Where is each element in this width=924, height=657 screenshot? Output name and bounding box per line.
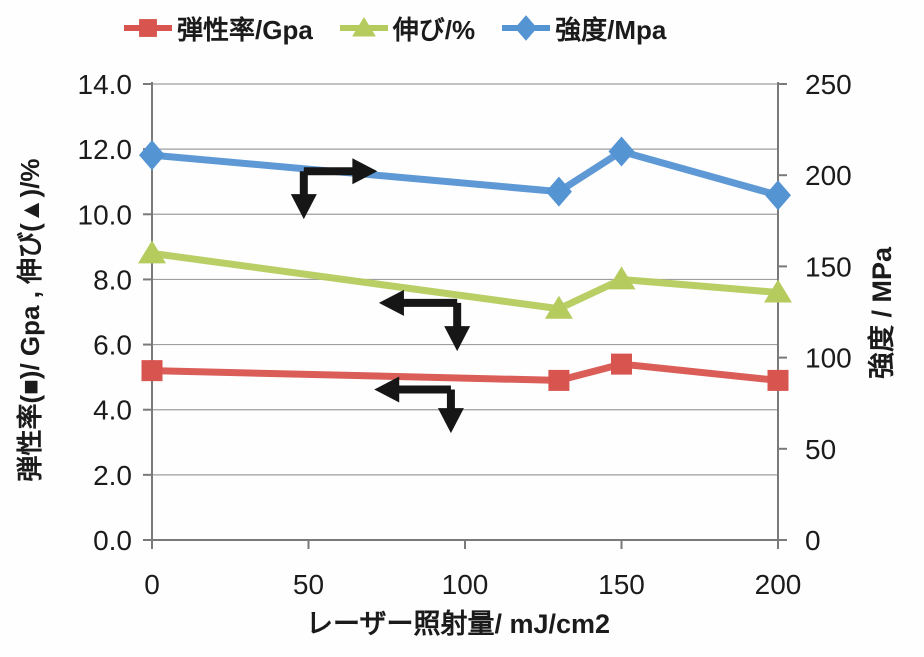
- legend-label-strength: 強度/Mpa: [555, 14, 667, 45]
- x-axis-tick-label: 150: [598, 569, 645, 600]
- chart-legend: 弾性率/Gpa 伸び/% 強度/Mpa: [123, 8, 666, 48]
- legend-item-strength: 強度/Mpa: [501, 10, 666, 47]
- legend-marker-square-icon: [124, 19, 172, 37]
- series-elongation: [138, 240, 792, 319]
- arrowhead: [374, 376, 400, 403]
- legend-marker-shape: [351, 16, 376, 37]
- data-point-elongation: [138, 240, 166, 264]
- data-point-strength: [765, 180, 791, 211]
- right-axis-tick-label: 150: [805, 251, 852, 282]
- arrowhead: [352, 158, 378, 185]
- right-axis-tick-label: 0: [805, 525, 821, 556]
- left-axis-tick-label: 14.0: [78, 69, 133, 100]
- data-point-modulus: [548, 369, 570, 391]
- legend-item-modulus: 弾性率/Gpa: [123, 10, 313, 47]
- left-axis-tick-label: 12.0: [78, 134, 133, 165]
- data-point-elongation: [544, 295, 573, 319]
- legend-marker-shape: [139, 19, 157, 37]
- arrowhead: [437, 408, 464, 434]
- x-axis-tick-label: 100: [442, 569, 489, 600]
- right-axis-title: 強度 / MPa: [867, 246, 897, 380]
- series-line-modulus: [148, 360, 782, 384]
- left-axis-tick-label: 6.0: [93, 330, 132, 361]
- data-point-strength: [139, 140, 165, 171]
- elongation-left-axis-arrow: [378, 289, 471, 352]
- arrowhead: [378, 289, 404, 316]
- legend-label-elongation: 伸び/%: [392, 14, 476, 45]
- x-axis-tick-label: 200: [755, 569, 802, 600]
- x-axis-tick-label: 50: [293, 569, 324, 600]
- strength-right-axis-arrow: [290, 158, 378, 220]
- data-point-strength: [608, 136, 635, 167]
- legend-item-elongation: 伸び/%: [339, 10, 475, 47]
- right-axis-tick-label: 100: [805, 343, 852, 374]
- x-axis-tick-label: 0: [144, 569, 160, 600]
- data-point-modulus: [767, 369, 789, 391]
- data-point-modulus: [611, 353, 632, 375]
- right-axis-tick-label: 50: [805, 434, 836, 465]
- series-line-elongation: [148, 249, 782, 313]
- data-point-elongation: [764, 279, 792, 303]
- arrowhead: [444, 326, 471, 352]
- data-point-modulus: [141, 360, 163, 382]
- legend-label-modulus: 弾性率/Gpa: [177, 14, 313, 45]
- left-axis-tick-label: 8.0: [93, 264, 132, 295]
- arrowhead: [290, 194, 317, 220]
- series-line-strength: [148, 147, 782, 199]
- series-modulus: [141, 353, 789, 391]
- left-axis-tick-label: 2.0: [93, 460, 132, 491]
- left-axis-title: 弾性率(■)/ Gpa , 伸び(▲)/%: [15, 158, 45, 482]
- data-point-strength: [545, 176, 572, 207]
- modulus-left-axis-arrow: [374, 376, 464, 434]
- right-axis-tick-label: 250: [805, 69, 852, 100]
- left-axis-tick-label: 10.0: [78, 199, 133, 230]
- series-strength: [139, 136, 791, 211]
- left-axis-tick-label: 4.0: [93, 395, 132, 426]
- data-point-elongation: [607, 266, 636, 290]
- legend-marker-triangle-icon: [339, 16, 388, 37]
- right-axis-tick-label: 200: [805, 160, 852, 191]
- legend-marker-diamond-icon: [502, 15, 551, 41]
- x-axis-title: レーザー照射量/ mJ/cm2: [305, 609, 611, 639]
- left-axis-tick-label: 0.0: [93, 525, 132, 556]
